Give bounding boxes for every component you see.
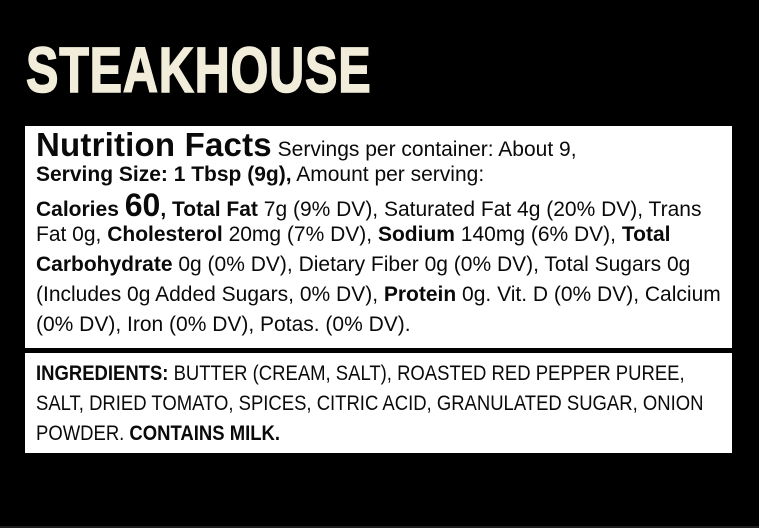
text-segment: Total (621, 223, 671, 246)
text-line: (0% DV), Iron (0% DV), Potas. (0% DV). (36, 310, 728, 340)
text-segment: , (160, 198, 172, 221)
text-segment: INGREDIENTS: (36, 362, 169, 385)
text-segment: Amount per serving: (291, 163, 485, 186)
text-segment: 20mg (7% DV), (222, 223, 378, 246)
text-segment: Calories (36, 198, 125, 221)
text-segment: Serving Size: 1 Tbsp (9g), (36, 163, 292, 186)
product-name: STEAKHOUSE (25, 33, 372, 107)
text-segment: 140mg (6% DV), (454, 223, 622, 246)
text-segment: BUTTER (CREAM, SALT), ROASTED RED PEPPER… (168, 362, 685, 385)
label-panels: Nutrition Facts Servings per container: … (25, 126, 732, 453)
text-line: Nutrition Facts Servings per container: … (36, 128, 728, 161)
text-segment: 0g (0% DV), Dietary Fiber 0g (0% DV), To… (172, 253, 691, 276)
text-segment: SALT, DRIED TOMATO, SPICES, CITRIC ACID,… (36, 392, 704, 415)
text-line: Calories 60, Total Fat 7g (9% DV), Satur… (36, 187, 728, 223)
bottom-edge-line (0, 526, 759, 528)
text-line: (Includes 0g Added Sugars, 0% DV), Prote… (36, 280, 728, 310)
text-line: Fat 0g, Cholesterol 20mg (7% DV), Sodium… (36, 220, 728, 250)
text-segment: Cholesterol (107, 223, 223, 246)
text-segment: CONTAINS MILK. (129, 422, 281, 445)
text-segment: Sodium (377, 223, 455, 246)
text-segment: POWDER. (36, 422, 130, 445)
text-segment: 0g. Vit. D (0% DV), Calcium (456, 283, 721, 306)
text-segment: 7g (9% DV), Saturated Fat 4g (20% DV), T… (257, 198, 702, 221)
text-segment: (0% DV), Iron (0% DV), Potas. (0% DV). (36, 313, 411, 336)
ingredients-panel: INGREDIENTS: BUTTER (CREAM, SALT), ROAST… (25, 353, 732, 453)
text-segment: Total Fat (171, 198, 258, 221)
panel-divider (25, 348, 732, 353)
text-segment: Carbohydrate (36, 253, 173, 276)
text-segment: Servings per container: About 9, (271, 138, 577, 161)
text-segment: Protein (383, 283, 457, 306)
text-line: SALT, DRIED TOMATO, SPICES, CITRIC ACID,… (36, 389, 731, 419)
text-line: Serving Size: 1 Tbsp (9g), Amount per se… (36, 160, 728, 190)
ingredients-text: INGREDIENTS: BUTTER (CREAM, SALT), ROAST… (36, 359, 731, 449)
text-segment: Nutrition Facts (36, 126, 272, 163)
text-segment: 60 (124, 187, 161, 223)
text-segment: Fat 0g, (36, 223, 108, 246)
text-segment: (Includes 0g Added Sugars, 0% DV), (36, 283, 384, 306)
text-line: POWDER. CONTAINS MILK. (36, 419, 731, 449)
text-line: Carbohydrate 0g (0% DV), Dietary Fiber 0… (36, 250, 728, 280)
nutrition-facts-panel: Nutrition Facts Servings per container: … (25, 126, 732, 348)
text-line: INGREDIENTS: BUTTER (CREAM, SALT), ROAST… (36, 359, 731, 389)
